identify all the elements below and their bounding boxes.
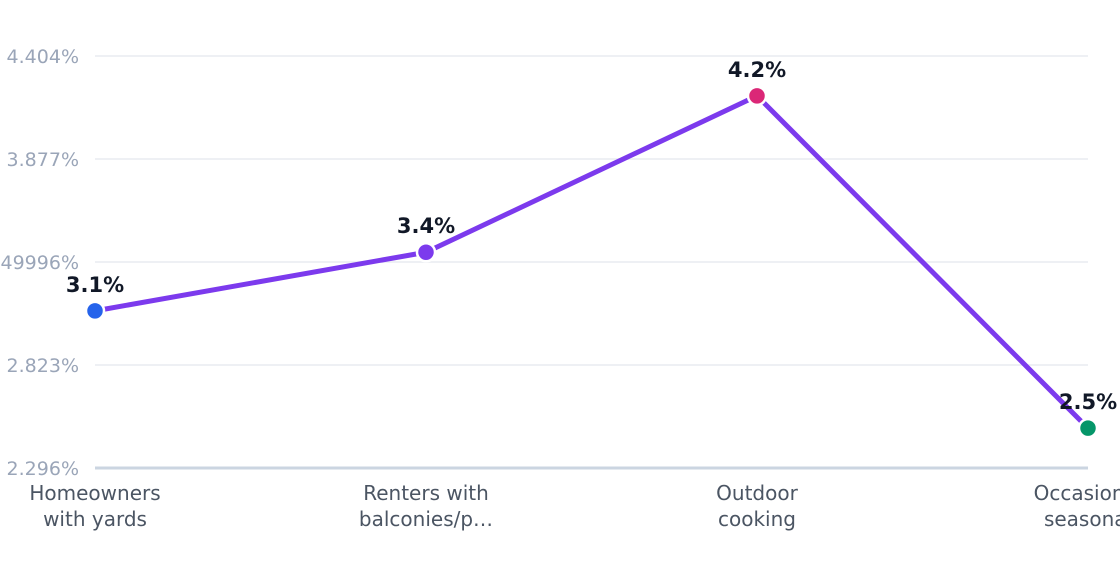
data-points — [84, 85, 1099, 439]
data-point — [746, 85, 768, 107]
y-axis-tick-labels: 2.296% 2.823% 3.349996% 3.877% 4.404% — [0, 46, 79, 480]
data-label: 4.2% — [728, 58, 786, 82]
data-point — [1077, 417, 1099, 439]
gridlines — [95, 55, 1088, 366]
data-point — [84, 300, 106, 322]
data-labels: 3.1% 3.4% 4.2% 2.5% — [66, 58, 1117, 414]
y-tick-label: 3.349996% — [0, 252, 79, 274]
x-tick-label: Occasionalseasonal — [1034, 481, 1120, 531]
data-label: 3.1% — [66, 273, 124, 297]
y-tick-label: 2.823% — [7, 355, 79, 377]
x-tick-label: Outdoor cooking — [716, 481, 798, 531]
y-tick-label: 4.404% — [7, 46, 79, 68]
x-axis-tick-labels: Homeowners with yards Renters with balconie… — [29, 481, 1120, 531]
data-point — [415, 241, 437, 263]
y-tick-label: 3.877% — [7, 149, 79, 171]
x-tick-label: Renters with balconies/p… — [359, 481, 493, 531]
data-label: 3.4% — [397, 214, 455, 238]
series-line — [92, 93, 1091, 431]
x-tick-label: Homeowners with yards — [29, 481, 160, 531]
y-tick-label: 2.296% — [7, 458, 79, 480]
data-label: 2.5% — [1059, 390, 1117, 414]
